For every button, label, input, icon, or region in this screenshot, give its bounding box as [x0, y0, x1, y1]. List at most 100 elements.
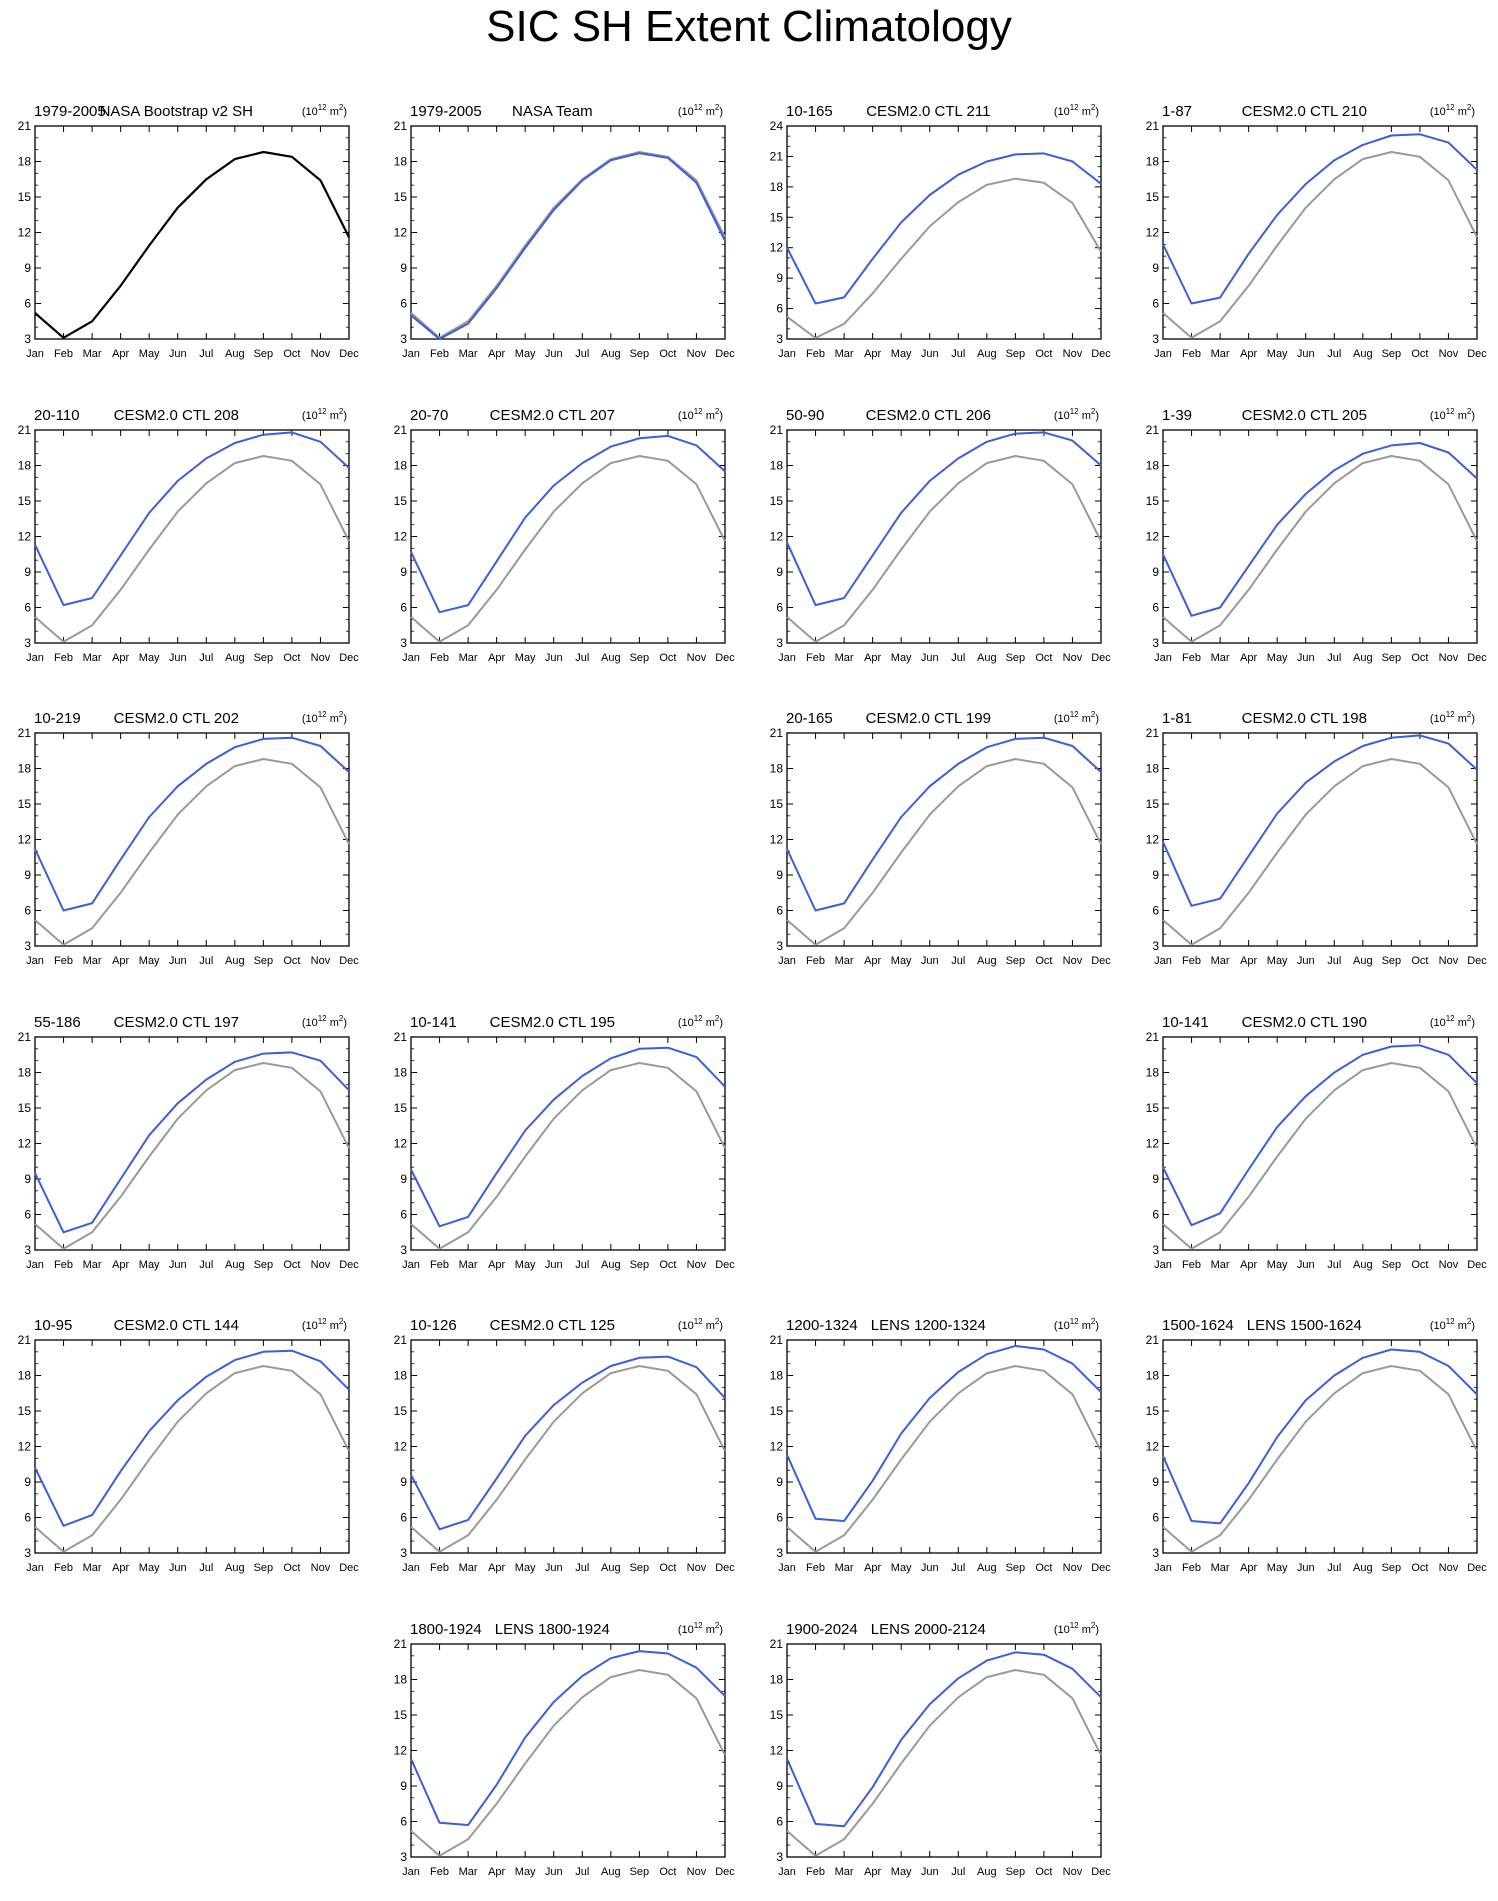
y-tick-label: 9: [24, 868, 31, 882]
x-tick-label: Jun: [545, 652, 563, 664]
series-line-model: [410, 434, 726, 614]
chart-panel: 3 6 9 12 15 18 21 Jan Feb Mar Apr May Jun Jul Aug Sep Oc…: [1146, 407, 1488, 664]
x-tick-label: Nov: [1063, 1866, 1083, 1878]
units-part: 2: [1467, 1317, 1472, 1326]
panel-units: (1012 m2): [678, 1014, 723, 1029]
panel-title: CESM2.0 CTL 199: [866, 710, 991, 727]
y-tick-label: 9: [400, 261, 407, 275]
y-tick-label: 18: [18, 762, 32, 776]
plot-frame: [1162, 1339, 1478, 1554]
units-part: ): [343, 410, 347, 422]
y-tick-label: 3: [1152, 1546, 1159, 1560]
x-tick-label: Jan: [778, 652, 796, 664]
series-line-ref: [34, 758, 350, 946]
x-tick-label: Nov: [311, 1562, 331, 1574]
y-tick-label: 12: [18, 226, 32, 240]
x-tick-label: Aug: [601, 1866, 621, 1878]
x-tick-label: Sep: [1382, 652, 1402, 664]
series-line-model: [410, 1650, 726, 1826]
x-tick-label: Dec: [1091, 955, 1111, 967]
panel-units: (1012 m2): [678, 1621, 723, 1636]
series-line-model: [410, 152, 726, 340]
y-tick-label: 3: [400, 332, 407, 346]
y-tick-label: 6: [776, 1815, 783, 1829]
x-tick-label: Oct: [659, 1259, 676, 1271]
units-part: ): [719, 106, 723, 118]
chart-panel: 3 6 9 12 15 18 21 Jan Feb Mar Apr May Jun Jul Aug Sep Oc…: [1146, 710, 1488, 967]
x-tick-label: Jun: [921, 1562, 939, 1574]
y-tick-label: 18: [18, 1369, 32, 1383]
x-tick-label: Jun: [921, 652, 939, 664]
series-line-ref: [34, 1365, 350, 1553]
y-tick-label: 12: [1146, 1137, 1160, 1151]
units-part: 2: [715, 407, 720, 416]
y-tick-label: 6: [1152, 904, 1159, 918]
x-tick-label: Nov: [311, 1259, 331, 1271]
x-tick-label: May: [1267, 1259, 1288, 1271]
x-tick-label: Aug: [977, 1866, 997, 1878]
panel-units: (1012 m2): [1054, 710, 1099, 725]
units-part: (10: [678, 1320, 694, 1332]
y-tick-label: 21: [1146, 1030, 1160, 1044]
y-tick-label: 21: [394, 423, 408, 437]
y-tick-label: 12: [18, 1137, 32, 1151]
y-tick-label: 3: [776, 1546, 783, 1560]
x-tick-label: Dec: [339, 652, 359, 664]
x-tick-label: Sep: [1006, 1866, 1026, 1878]
panel-title: LENS 2000-2124: [871, 1621, 986, 1638]
x-tick-label: Aug: [225, 652, 245, 664]
y-tick-label: 9: [776, 868, 783, 882]
units-part: m: [703, 106, 715, 118]
x-tick-label: Mar: [835, 652, 854, 664]
panel-title: LENS 1500-1624: [1247, 1317, 1362, 1334]
chart-panel: 3 6 9 12 15 18 21 Jan Feb Mar Apr May Jun Jul Aug Sep Oc…: [1146, 1317, 1488, 1574]
x-tick-label: Apr: [864, 652, 881, 664]
units-part: (10: [1430, 410, 1446, 422]
y-tick-label: 15: [18, 797, 32, 811]
x-tick-label: Aug: [977, 1562, 997, 1574]
units-part: 12: [694, 1317, 703, 1326]
y-tick-label: 15: [18, 1404, 32, 1418]
chart-panel: 3 6 9 12 15 18 21 Jan Feb Mar Apr May Jun Jul Aug Sep Oc…: [770, 1621, 1112, 1878]
y-tick-label: 9: [24, 1172, 31, 1186]
panel-units: (1012 m2): [1430, 407, 1475, 422]
x-tick-label: Nov: [1439, 955, 1459, 967]
x-tick-label: Feb: [430, 652, 449, 664]
units-part: ): [1471, 410, 1475, 422]
panel-left-label: 10-219: [34, 710, 81, 727]
series-line-ref: [1162, 1062, 1478, 1250]
x-tick-label: Apr: [864, 1866, 881, 1878]
x-tick-label: Feb: [1182, 1562, 1201, 1574]
y-tick-label: 21: [1146, 726, 1160, 740]
y-tick-label: 9: [24, 261, 31, 275]
y-tick-label: 18: [770, 1673, 784, 1687]
x-tick-label: Dec: [339, 1259, 359, 1271]
y-tick-label: 21: [770, 1333, 784, 1347]
x-tick-label: Sep: [630, 348, 650, 360]
panel-title: CESM2.0 CTL 125: [490, 1317, 615, 1334]
x-tick-label: Dec: [715, 1562, 735, 1574]
panel-title: CESM2.0 CTL 211: [866, 103, 990, 120]
y-tick-label: 18: [394, 1673, 408, 1687]
y-tick-label: 15: [1146, 1404, 1160, 1418]
x-tick-label: Jul: [951, 348, 965, 360]
x-tick-label: May: [515, 652, 536, 664]
units-part: m: [1079, 713, 1091, 725]
x-tick-label: Nov: [1439, 348, 1459, 360]
units-part: 2: [715, 1014, 720, 1023]
units-part: (10: [1054, 1624, 1070, 1636]
x-tick-label: May: [515, 1866, 536, 1878]
x-tick-label: May: [139, 348, 160, 360]
x-tick-label: Jun: [921, 348, 939, 360]
y-tick-label: 18: [1146, 762, 1160, 776]
x-tick-label: May: [139, 955, 160, 967]
x-tick-label: Dec: [1467, 955, 1487, 967]
x-tick-label: Nov: [1439, 1562, 1459, 1574]
y-tick-label: 18: [770, 180, 784, 194]
y-tick-label: 3: [24, 1243, 31, 1257]
y-tick-label: 6: [24, 1208, 31, 1222]
units-part: 2: [339, 1014, 344, 1023]
x-tick-label: Jul: [1327, 955, 1341, 967]
y-tick-label: 15: [770, 797, 784, 811]
units-part: m: [703, 1320, 715, 1332]
